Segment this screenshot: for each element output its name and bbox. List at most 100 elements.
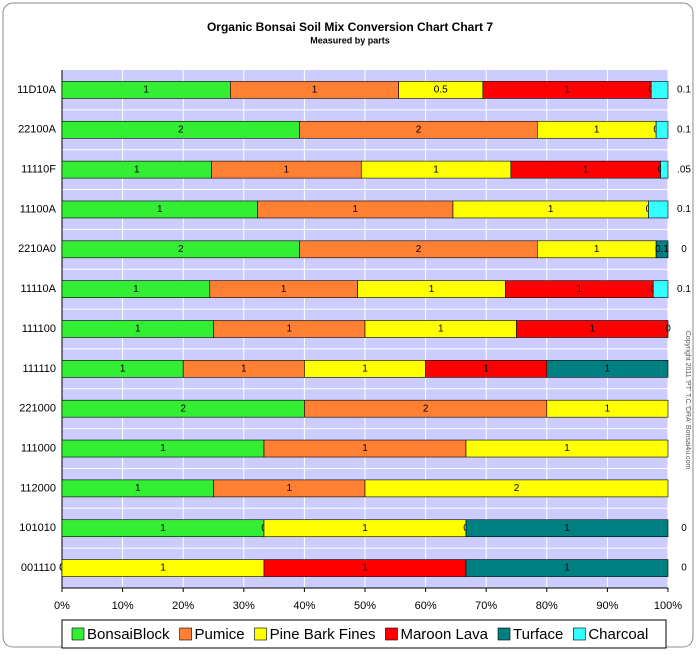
data-label: 0.1 — [677, 124, 691, 135]
bar-segment — [650, 81, 669, 99]
data-label: 1 — [564, 85, 570, 96]
data-label: 0.1 — [677, 284, 691, 295]
data-label: 1 — [133, 284, 139, 295]
data-label: 1 — [362, 363, 368, 374]
data-label: 1 — [605, 403, 611, 414]
data-label: 1 — [284, 164, 290, 175]
y-tick-label: 001110 — [21, 562, 56, 574]
data-label: 1 — [241, 363, 247, 374]
x-tick-label: 40% — [293, 600, 315, 612]
data-label: 2 — [416, 124, 422, 135]
data-label: 1 — [433, 164, 439, 175]
legend-label: Pumice — [195, 626, 245, 643]
legend-label: Charcoal — [588, 626, 648, 643]
data-label: 1 — [135, 324, 141, 335]
data-label: 1 — [594, 244, 600, 255]
y-tick-label: 101010 — [19, 522, 56, 534]
x-tick-label: 70% — [475, 600, 497, 612]
data-label: 0.1 — [677, 85, 691, 96]
data-label: 1 — [548, 204, 554, 215]
bar-segment — [516, 320, 669, 338]
y-tick-label: 111100 — [22, 323, 56, 335]
data-label: 1 — [362, 443, 368, 454]
data-label: 1 — [312, 85, 318, 96]
x-tick-label: 20% — [172, 600, 194, 612]
legend-swatch — [385, 627, 398, 641]
legend-swatch — [497, 627, 511, 641]
data-label: 0 — [665, 324, 671, 335]
legend-swatch — [254, 627, 267, 641]
y-tick-label: 11110F — [21, 164, 56, 176]
data-label: 0.5 — [434, 85, 448, 96]
data-label: 2 — [416, 244, 422, 255]
y-tick-label: 111000 — [21, 442, 56, 454]
data-label: 1 — [483, 363, 489, 374]
data-label: 1 — [594, 124, 600, 135]
legend-swatch — [179, 627, 192, 641]
data-label: 0 — [681, 244, 687, 255]
legend-swatch — [71, 627, 85, 641]
data-label: 1 — [564, 523, 570, 534]
data-label: 1 — [134, 164, 140, 175]
x-tick-label: 90% — [596, 600, 618, 612]
data-label: 1 — [577, 284, 583, 295]
data-label: 0 — [681, 523, 687, 534]
x-tick-label: 30% — [233, 600, 255, 612]
bar-segment — [652, 280, 669, 298]
data-label: 1 — [143, 85, 149, 96]
data-label: .05 — [677, 164, 691, 175]
legend-box — [61, 619, 667, 649]
bar-segment — [465, 519, 669, 538]
legend-label: Turface — [513, 626, 563, 643]
legend-swatch — [573, 627, 586, 641]
data-label: 1 — [589, 324, 595, 335]
bar-segment — [364, 479, 669, 498]
legend-label: Maroon Lava — [400, 626, 488, 643]
data-label: 1 — [362, 523, 368, 534]
data-label: 1 — [564, 443, 570, 454]
y-tick-label: 2210A0 — [18, 243, 56, 255]
data-label: 0.1 — [655, 244, 669, 255]
y-tick-label: 11110A — [21, 283, 57, 295]
y-tick-label: 221000 — [19, 403, 56, 415]
data-label: 2 — [178, 244, 184, 255]
x-tick-label: 60% — [415, 600, 437, 612]
bar-segment — [546, 360, 669, 378]
x-tick-label: 50% — [354, 600, 376, 612]
data-label: 0.1 — [677, 204, 691, 215]
chart-title: Organic Bonsai Soil Mix Conversion Chart… — [207, 20, 493, 34]
legend-label: BonsaiBlock — [87, 626, 170, 643]
bar-segment — [660, 160, 669, 179]
data-label: 1 — [160, 563, 166, 574]
x-tick-label: 0% — [54, 600, 70, 612]
data-label: 2 — [514, 483, 520, 494]
data-label: 1 — [281, 284, 287, 295]
data-label: 1 — [135, 483, 141, 494]
data-label: 1 — [286, 324, 292, 335]
data-label: 1 — [564, 563, 570, 574]
x-tick-label: 10% — [112, 600, 134, 612]
watermark: Copyright 2011 'PT' T.C.'DRA' Bonsai4u.c… — [684, 331, 691, 470]
data-label: 1 — [120, 363, 126, 374]
data-label: 1 — [160, 443, 166, 454]
data-label: 2 — [180, 403, 186, 414]
x-tick-label: 100% — [654, 600, 682, 612]
bar-segment — [655, 120, 669, 139]
y-tick-label: 112000 — [20, 482, 56, 494]
chart-subtitle: Measured by parts — [310, 35, 390, 45]
data-label: 1 — [438, 324, 444, 335]
data-label: 0 — [681, 563, 687, 574]
data-label: 1 — [352, 204, 358, 215]
legend-label: Pine Bark Fines — [270, 626, 376, 643]
x-tick-label: 80% — [536, 600, 558, 612]
y-tick-label: 11D10A — [17, 84, 57, 96]
y-tick-label: 11100A — [20, 203, 57, 215]
bar-segment — [465, 439, 669, 458]
data-label: 2 — [423, 403, 429, 414]
data-label: 1 — [286, 483, 292, 494]
data-label: 1 — [160, 523, 166, 534]
y-tick-label: 22100A — [18, 124, 57, 136]
data-label: 1 — [605, 363, 611, 374]
bar-segment — [465, 559, 669, 577]
data-label: 1 — [583, 164, 589, 175]
